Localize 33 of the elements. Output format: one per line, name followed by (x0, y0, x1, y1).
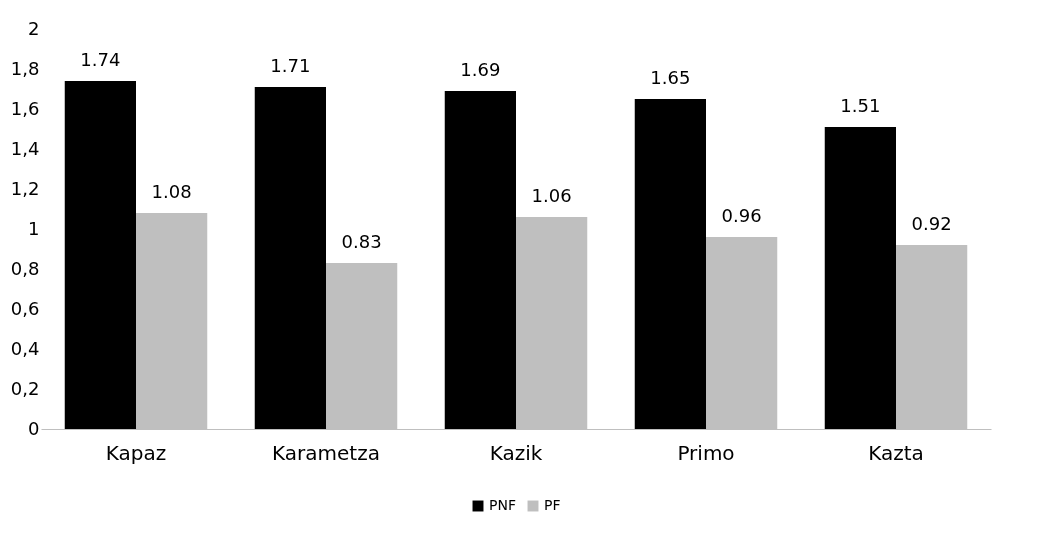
data-label: 1.65 (650, 67, 691, 88)
bar (634, 99, 706, 429)
y-tick-label: 2 (28, 17, 40, 39)
y-tick-label: 1 (28, 217, 40, 239)
data-label: 1.06 (531, 185, 572, 206)
data-label: 0.83 (341, 231, 382, 252)
bar (444, 91, 516, 429)
y-tick-label: 1,8 (10, 57, 40, 79)
data-label: 1.74 (80, 49, 121, 70)
y-tick-label: 1,6 (10, 97, 40, 119)
bar (254, 87, 326, 429)
bar (64, 81, 136, 429)
y-tick-label: 0,6 (10, 297, 40, 319)
data-label: 1.08 (151, 181, 192, 202)
y-tick-label: 0,2 (10, 377, 40, 399)
x-tick-label: Primo (677, 440, 735, 465)
y-tick-label: 1,4 (10, 137, 40, 159)
data-label: 1.69 (460, 59, 501, 80)
data-label: 0.96 (721, 205, 762, 226)
x-tick-label: Karametza (272, 440, 380, 465)
y-tick-label: 0,4 (10, 337, 40, 359)
y-tick-label: 0,8 (10, 257, 40, 279)
legend-label: PNF (489, 497, 516, 513)
y-tick-label: 1,2 (10, 177, 40, 199)
x-tick-label: Kapaz (105, 440, 167, 465)
x-tick-label: Kazta (868, 440, 924, 465)
legend-label: PF (544, 497, 561, 513)
data-label: 0.92 (911, 213, 952, 234)
data-label: 1.71 (270, 55, 311, 76)
data-label: 1.51 (840, 95, 881, 116)
bar (824, 127, 896, 429)
y-tick-label: 0 (28, 417, 40, 439)
x-tick-label: Kazik (489, 440, 543, 465)
